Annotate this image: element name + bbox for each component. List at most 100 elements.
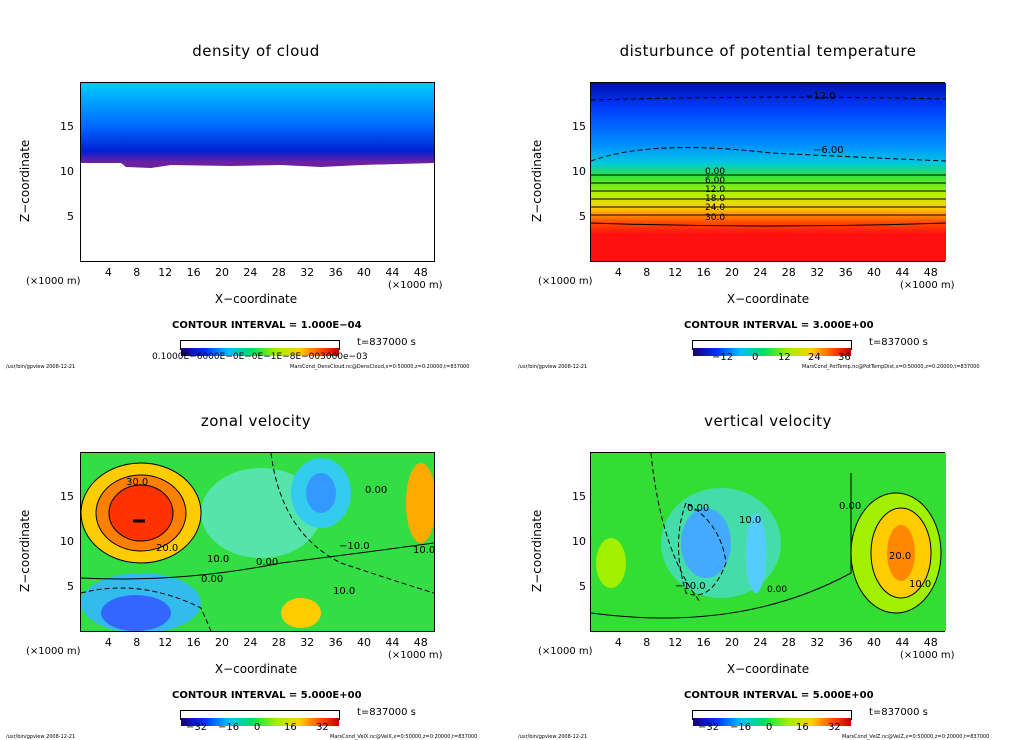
contour-label: −12.0 xyxy=(805,91,836,102)
x-tick: 28 xyxy=(781,636,796,649)
contour-label: 30.0 xyxy=(705,213,726,223)
contour-label: 20.0 xyxy=(156,543,179,554)
plot-area: 0.00 10.0 −10.0 0.00 20.0 10.0 0.00 xyxy=(590,452,946,632)
x-unit-left: (×1000 m) xyxy=(538,646,593,657)
colorbar xyxy=(180,340,340,356)
contour-interval: CONTOUR INTERVAL = 5.000E+00 xyxy=(172,690,362,701)
x-axis-label: X−coordinate xyxy=(214,292,298,306)
contour-label: 0.00 xyxy=(256,557,279,568)
x-tick: 12 xyxy=(158,266,173,279)
contour-label: 0.00 xyxy=(705,167,726,177)
colorbar-tick: 32 xyxy=(828,722,841,733)
contour-label: 24.0 xyxy=(705,203,726,213)
footer-left: /usr/bin/gpview 2008-12-21 xyxy=(518,364,588,370)
plot-area: 30.0 20.0 10.0 0.00 0.00 −10.0 0.00 10.0… xyxy=(80,452,435,632)
y-tick: 15 xyxy=(60,490,74,503)
x-tick: 32 xyxy=(300,266,315,279)
x-tick: 4 xyxy=(104,266,112,279)
contour-interval: CONTOUR INTERVAL = 5.000E+00 xyxy=(684,690,874,701)
plot-area: −12.0 −6.00 0.00 6.00 12.0 18.0 24.0 30.… xyxy=(590,82,946,262)
x-tick: 44 xyxy=(385,266,400,279)
y-tick: 10 xyxy=(60,165,74,178)
x-tick: 32 xyxy=(300,636,315,649)
time-stamp: t=837000 s xyxy=(357,337,416,348)
colorbar-tick: −16 xyxy=(730,722,752,733)
footer-left: /usr/bin/gpview 2008-12-21 xyxy=(6,734,76,740)
x-tick: 36 xyxy=(838,266,853,279)
colorbar xyxy=(180,710,340,726)
y-axis-label: Z−coordinate xyxy=(18,139,32,222)
y-tick: 15 xyxy=(572,490,586,503)
colorbar-tick: 32 xyxy=(316,722,329,733)
x-tick: 32 xyxy=(810,266,825,279)
panel-title: disturbunce of potential temperature xyxy=(619,42,917,60)
footer-right: MarsCond_VelX.nc@VelX,x=0:50000,z=0:2000… xyxy=(330,734,478,740)
x-tick: 44 xyxy=(895,636,910,649)
y-tick: 15 xyxy=(60,120,74,133)
x-tick: 28 xyxy=(781,266,796,279)
x-tick: 20 xyxy=(725,636,739,649)
colorbar-tick: 0 xyxy=(254,722,261,733)
x-tick: 40 xyxy=(357,636,371,649)
contour-label: 30.0 xyxy=(126,477,149,488)
heatmap-zonal xyxy=(81,453,434,631)
x-tick: 36 xyxy=(838,636,853,649)
footer-right: MarsCond_DensCloud.nc@DensCloud,x=0:5000… xyxy=(290,364,470,370)
heatmap-cloud xyxy=(81,83,434,168)
footer-right: MarsCond_VelZ.nc@VelZ,x=0:50000,z=0:2000… xyxy=(842,734,990,740)
y-axis-label: Z−coordinate xyxy=(530,509,544,592)
x-tick: 4 xyxy=(104,636,112,649)
y-tick: 10 xyxy=(572,535,586,548)
x-axis-label: X−coordinate xyxy=(726,662,810,676)
contour-interval: CONTOUR INTERVAL = 1.000E−04 xyxy=(172,320,362,331)
contour-label: 0.00 xyxy=(687,503,710,514)
x-tick: 24 xyxy=(753,636,768,649)
x-tick: 36 xyxy=(328,636,343,649)
contour-label: 0.00 xyxy=(767,585,788,595)
contour-interval: CONTOUR INTERVAL = 3.000E+00 xyxy=(684,320,874,331)
x-unit-right: (×1000 m) xyxy=(388,650,443,661)
y-tick: 10 xyxy=(60,535,74,548)
x-tick: 48 xyxy=(413,266,428,279)
x-tick: 16 xyxy=(186,266,201,279)
colorbar-tick: −16 xyxy=(218,722,240,733)
x-tick: 16 xyxy=(696,636,711,649)
y-tick: 5 xyxy=(579,580,586,593)
x-tick: 12 xyxy=(158,636,173,649)
x-tick: 24 xyxy=(243,266,258,279)
x-tick: 20 xyxy=(215,636,229,649)
contour-label: 0.00 xyxy=(365,485,388,496)
y-tick: 5 xyxy=(67,210,74,223)
contour-label: 0.00 xyxy=(839,501,862,512)
colorbar-tick: 36 xyxy=(838,352,851,363)
x-tick: 24 xyxy=(753,266,768,279)
colorbar-tick: −32 xyxy=(186,722,208,733)
contour-label: 10.0 xyxy=(333,586,356,597)
colorbar-tick: 12 xyxy=(778,352,791,363)
x-tick: 44 xyxy=(385,636,400,649)
contour-label: −10.0 xyxy=(339,541,370,552)
panel-potential-temperature: disturbunce of potential temperature −12… xyxy=(512,0,1024,370)
x-tick: 48 xyxy=(923,636,938,649)
contour-label: 10.0 xyxy=(909,579,932,590)
y-tick: 5 xyxy=(579,210,586,223)
x-tick: 40 xyxy=(357,266,371,279)
plot-area xyxy=(80,82,435,262)
x-tick: 8 xyxy=(133,636,141,649)
x-tick: 16 xyxy=(696,266,711,279)
y-axis-label: Z−coordinate xyxy=(18,509,32,592)
time-stamp: t=837000 s xyxy=(357,707,416,718)
panel-density-of-cloud: density of cloud Z−coordinate 15 10 5 (×… xyxy=(0,0,512,370)
footer-left: /usr/bin/gpview 2008-12-21 xyxy=(6,364,76,370)
x-tick: 28 xyxy=(271,266,286,279)
time-stamp: t=837000 s xyxy=(869,707,928,718)
x-unit-left: (×1000 m) xyxy=(26,646,81,657)
contour-label: 20.0 xyxy=(889,551,912,562)
x-tick: 8 xyxy=(643,636,651,649)
colorbar-tick: −12 xyxy=(712,352,734,363)
x-tick: 16 xyxy=(186,636,201,649)
x-unit-left: (×1000 m) xyxy=(26,276,81,287)
panel-vertical-velocity: vertical velocity 0.00 10.0 −10.0 0.00 2… xyxy=(512,370,1024,740)
x-tick: 4 xyxy=(614,636,622,649)
x-tick: 24 xyxy=(243,636,258,649)
